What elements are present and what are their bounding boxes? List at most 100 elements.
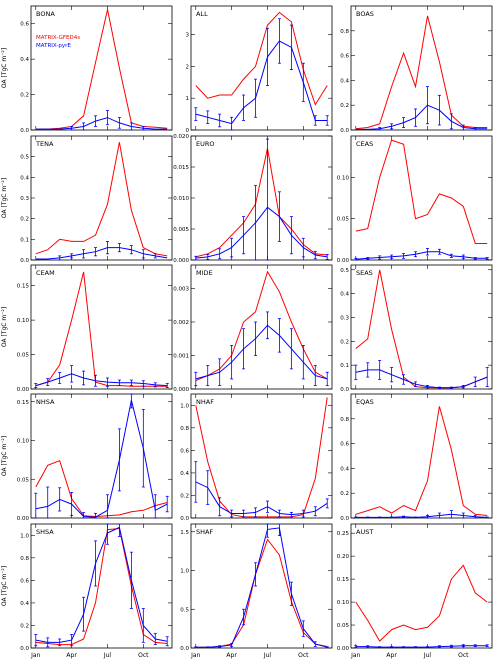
- gfed-line: [355, 406, 488, 516]
- y-tick-label: 0.15: [17, 284, 30, 290]
- y-tick-label: 0.8: [180, 426, 189, 432]
- y-tick-label: 0.001: [173, 353, 189, 359]
- y-tick-label: 0.6: [20, 22, 29, 28]
- y-tick-label: 0.015: [173, 165, 189, 171]
- panel-title: ALL: [196, 10, 208, 18]
- gfed-line: [35, 527, 168, 646]
- panel-eqas: 0.0 0.2 0.4 0.6 0.8 EQAS: [340, 393, 493, 522]
- gfed-line: [35, 142, 168, 257]
- y-tick-label: 0.0: [180, 516, 189, 522]
- x-tick-label: Apr: [226, 652, 237, 659]
- panel-frame: [350, 264, 493, 390]
- y-tick-label: 0.0: [20, 258, 29, 264]
- gfed-line: [195, 148, 328, 258]
- y-axis-label: OA [TgC m⁻²]: [1, 436, 8, 476]
- legend-entry-pyre: MATRIX-pyrE: [36, 43, 71, 49]
- pyre-line: [35, 117, 168, 130]
- y-tick-label: 0.2: [340, 103, 349, 109]
- y-tick-label: 2: [186, 64, 190, 70]
- panel-title: SHAF: [196, 528, 213, 536]
- panel-ceam: 0.00 0.05 0.10 0.15 CEAM OA [TgC m⁻²]: [1, 264, 173, 393]
- y-tick-label: 0.10: [17, 318, 30, 324]
- y-tick-label: 0.0: [180, 646, 189, 652]
- x-tick-label: Oct: [298, 652, 309, 659]
- panel-shsa: 0.0 0.2 0.4 0.6 0.8 1.0 Jan Apr Jul Oct SHSA OA [Tg…: [1, 523, 173, 659]
- panel-frame: [190, 135, 333, 261]
- y-tick-label: 0.1: [340, 363, 349, 369]
- gfed-line: [35, 271, 168, 387]
- y-tick-label: 0.5: [180, 607, 189, 613]
- y-tick-label: 0.6: [340, 54, 349, 60]
- y-tick-label: 0.15: [337, 577, 350, 583]
- y-tick-label: 0.25: [337, 531, 350, 537]
- y-tick-label: 0.05: [17, 353, 30, 359]
- pyre-line: [355, 369, 488, 389]
- gfed-line: [195, 270, 328, 382]
- panel-title: BONA: [36, 10, 55, 18]
- y-tick-label: 0.010: [173, 196, 189, 202]
- y-tick-label: 0.003: [173, 286, 189, 292]
- panel-frame: [190, 523, 333, 649]
- panel-title: AUST: [356, 528, 373, 536]
- panel-all: 0 1 2 3 ALL: [186, 5, 333, 134]
- pyre-line: [355, 513, 488, 518]
- y-axis-label: OA [TgC m⁻²]: [1, 178, 8, 218]
- x-tick-label: Jul: [263, 652, 272, 659]
- y-tick-label: 0.05: [17, 477, 30, 483]
- x-tick-label: Jan: [30, 652, 40, 659]
- panel-seas: 0.0 0.1 0.2 0.3 0.4 0.5 SEAS: [340, 264, 493, 393]
- y-tick-label: 0.5: [340, 268, 349, 274]
- pyre-line: [195, 527, 328, 648]
- y-tick-label: 0.10: [17, 439, 30, 445]
- pyre-line: [355, 251, 488, 260]
- y-tick-label: 0.00: [337, 646, 350, 652]
- x-tick-label: Apr: [386, 652, 397, 659]
- y-tick-label: 0.4: [20, 601, 29, 607]
- gfed-line: [195, 11, 328, 106]
- panel-title: EURO: [196, 140, 215, 148]
- panel-title: SEAS: [356, 269, 373, 277]
- y-tick-label: 0.05: [337, 217, 350, 223]
- panel-tena: 0.0 0.1 0.2 0.3 0.4 0.5 TENA OA [TgC m⁻²]: [1, 135, 173, 264]
- panel-title: CEAS: [356, 140, 373, 148]
- panel-title: NHAF: [196, 398, 214, 406]
- x-tick-label: Apr: [66, 652, 77, 659]
- y-tick-label: 0.8: [20, 556, 29, 562]
- pyre-line: [355, 104, 488, 130]
- y-tick-label: 0.5: [20, 155, 29, 161]
- x-tick-label: Jul: [423, 652, 432, 659]
- y-tick-label: 0.6: [340, 442, 349, 448]
- y-tick-label: 0.0: [20, 646, 29, 652]
- y-tick-label: 0.2: [340, 339, 349, 345]
- gfed-line: [35, 9, 168, 130]
- y-tick-label: 0.0: [20, 128, 29, 134]
- panel-mide: 0.000 0.001 0.002 0.003 MIDE: [173, 264, 333, 393]
- y-tick-label: 0.002: [173, 320, 189, 326]
- y-axis-label: OA [TgC m⁻²]: [1, 566, 8, 606]
- gfed-line: [35, 459, 168, 518]
- x-tick-label: Oct: [458, 652, 469, 659]
- y-tick-label: 0.0: [340, 128, 349, 134]
- y-tick-label: 0.000: [173, 387, 189, 393]
- panel-ceas: 0.00 0.05 0.10 CEAS: [337, 135, 493, 264]
- pyre-line: [35, 400, 168, 518]
- y-tick-label: 1: [186, 96, 190, 102]
- y-axis-label: OA [TgC m⁻²]: [1, 307, 8, 347]
- pyre-line: [355, 645, 488, 648]
- panel-frame: [30, 135, 173, 261]
- panel-frame: [190, 264, 333, 390]
- y-tick-label: 0.2: [20, 93, 29, 99]
- panel-shaf: 0.0 0.5 1.0 1.5 Jan Apr Jul Oct SHAF: [180, 523, 333, 659]
- x-tick-label: Jul: [103, 652, 112, 659]
- panel-title: EQAS: [356, 398, 374, 406]
- panel-frame: [30, 523, 173, 649]
- panel-title: BOAS: [356, 10, 374, 18]
- y-tick-label: 0.10: [337, 600, 350, 606]
- panel-title: NHSA: [36, 398, 55, 406]
- pyre-line: [195, 324, 328, 380]
- pyre-line: [35, 526, 168, 643]
- pyre-line: [195, 481, 328, 516]
- panel-title: MIDE: [196, 269, 213, 277]
- panel-frame: [30, 264, 173, 390]
- y-tick-label: 1.5: [180, 530, 189, 536]
